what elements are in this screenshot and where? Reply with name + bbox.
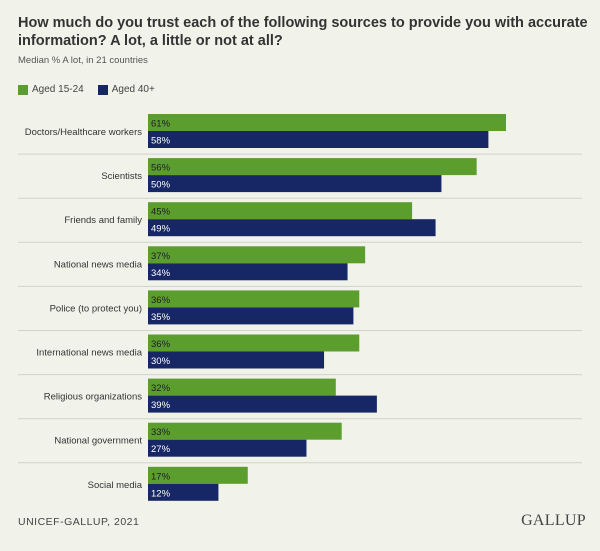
legend-swatch-old: [97, 84, 108, 95]
legend: Aged 15-24 Aged 40+: [18, 84, 169, 95]
legend-label-old: Aged 40+: [111, 84, 155, 95]
bar-old: [148, 483, 219, 501]
source-note: UNICEF-GALLUP, 2021: [18, 516, 140, 528]
bar-old: [148, 131, 489, 148]
data-label-old: 50%: [151, 180, 171, 191]
bar-old: [148, 307, 354, 325]
gallup-logo: GALLUP: [521, 512, 586, 529]
bar-old: [148, 351, 325, 369]
category-label: Scientists: [101, 171, 142, 182]
category-label: Social media: [88, 480, 143, 491]
chart-title: How much do you trust each of the follow…: [18, 15, 588, 49]
data-label-young: 45%: [151, 207, 171, 218]
data-label-young: 37%: [151, 251, 171, 262]
data-label-old: 34%: [151, 268, 171, 279]
data-label-old: 12%: [151, 488, 171, 499]
data-label-old: 39%: [151, 400, 171, 411]
data-label-young: 36%: [151, 295, 171, 306]
data-label-old: 35%: [151, 312, 171, 323]
data-label-old: 30%: [151, 356, 171, 367]
bar-old: [148, 219, 436, 237]
bar-young: [148, 466, 248, 484]
legend-swatch-young: [18, 84, 28, 95]
bar-young: [148, 334, 360, 352]
data-label-young: 61%: [151, 119, 171, 130]
bar-young: [148, 158, 477, 176]
data-label-young: 36%: [151, 339, 171, 350]
legend-item-young: Aged 15-24: [18, 84, 84, 95]
data-label-young: 17%: [151, 471, 171, 482]
bar-old: [148, 395, 377, 413]
category-label: National news media: [54, 259, 143, 270]
data-label-young: 33%: [151, 427, 171, 438]
legend-label-young: Aged 15-24: [32, 84, 84, 95]
bar-old: [148, 175, 442, 193]
data-label-old: 27%: [151, 444, 171, 455]
bar-chart: Doctors/Healthcare workers 61% 58% Scientis…: [18, 114, 582, 501]
bar-young: [148, 114, 506, 131]
category-label: National government: [54, 436, 142, 447]
category-label: Religious organizations: [44, 392, 142, 403]
bar-old: [148, 263, 348, 281]
category-label: International news media: [36, 348, 142, 359]
category-label: Doctors/Healthcare workers: [25, 127, 142, 138]
legend-item-old: Aged 40+: [97, 84, 155, 95]
bar-young: [148, 422, 342, 440]
data-label-old: 49%: [151, 224, 171, 235]
data-label-old: 58%: [151, 136, 171, 147]
chart-subtitle: Median % A lot, in 21 countries: [18, 55, 148, 66]
data-label-young: 56%: [151, 163, 171, 174]
category-label: Friends and family: [64, 215, 142, 226]
category-label: Police (to protect you): [50, 303, 142, 314]
bar-young: [148, 202, 413, 220]
bar-old: [148, 439, 307, 457]
bar-young: [148, 246, 366, 264]
bar-young: [148, 290, 360, 308]
data-label-young: 32%: [151, 383, 171, 394]
bar-young: [148, 378, 336, 396]
